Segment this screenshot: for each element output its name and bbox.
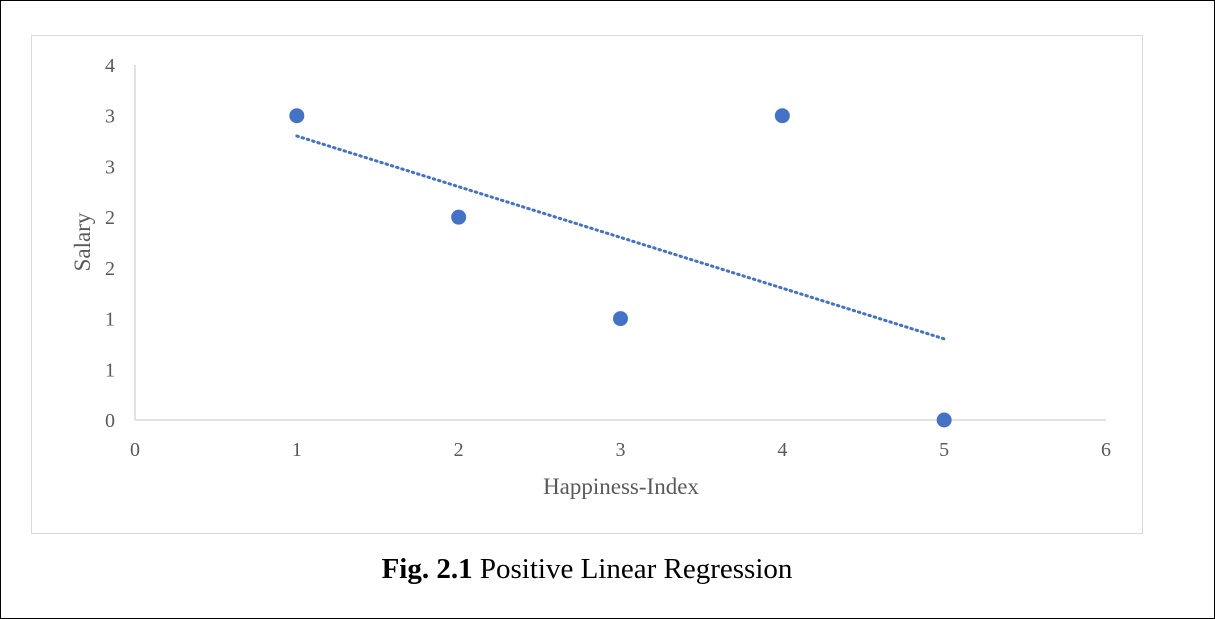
trendline	[295, 134, 946, 341]
x-tick-label: 2	[454, 439, 464, 461]
x-tick-label: 5	[939, 439, 949, 461]
tick-labels: 0 1 2 3 4 5 6 0 1 1 2 2 3 3 4	[105, 55, 1111, 461]
data-point	[451, 209, 467, 225]
data-point	[774, 108, 790, 124]
x-tick-label: 0	[130, 439, 140, 461]
y-tick-label: 3	[105, 106, 115, 128]
data-point	[289, 108, 305, 124]
x-axis-title: Happiness-Index	[543, 474, 699, 499]
caption-text: Positive Linear Regression	[472, 553, 793, 585]
x-tick-label: 6	[1101, 439, 1111, 461]
y-tick-label: 2	[105, 258, 115, 280]
y-tick-label: 2	[105, 207, 115, 229]
x-tick-label: 1	[292, 439, 302, 461]
caption-label: Fig. 2.1	[381, 553, 473, 585]
figure-caption: Fig. 2.1 Positive Linear Regression	[0, 553, 1174, 586]
y-axis-title: Salary	[70, 212, 95, 271]
y-tick-label: 1	[105, 309, 115, 331]
trendline-group	[295, 134, 946, 341]
y-tick-label: 1	[105, 359, 115, 381]
y-tick-label: 3	[105, 156, 115, 178]
x-tick-label: 4	[777, 439, 787, 461]
y-tick-label: 4	[105, 55, 115, 77]
data-point	[613, 311, 628, 327]
x-tick-label: 3	[616, 439, 626, 461]
axes	[134, 65, 1106, 421]
points-group	[289, 108, 952, 428]
chart-area	[31, 35, 1143, 534]
y-tick-label: 0	[105, 410, 115, 432]
data-point	[936, 412, 952, 428]
